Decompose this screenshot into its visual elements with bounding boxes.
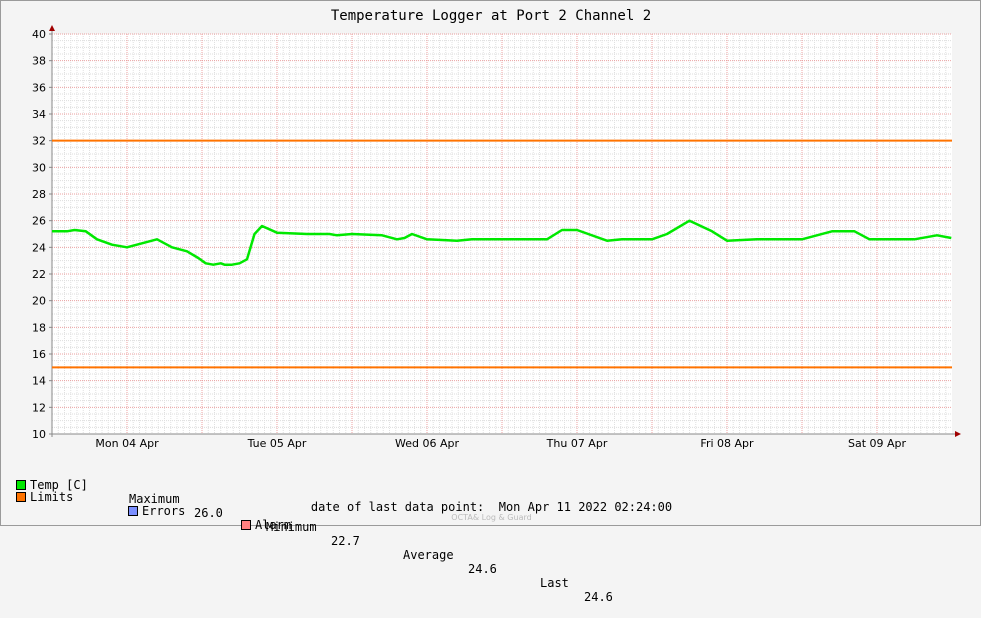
watermark: OCTA& Log & Guard xyxy=(451,513,532,522)
legend-temp-label: Temp [C] xyxy=(30,478,88,492)
legend-errors: Errors xyxy=(128,504,185,518)
x-tick-label: Fri 08 Apr xyxy=(700,437,754,450)
y-tick-label: 40 xyxy=(32,28,46,41)
chart-title: Temperature Logger at Port 2 Channel 2 xyxy=(331,8,651,24)
legend-max-value: 26.0 xyxy=(194,506,223,520)
legend-temp-swatch xyxy=(16,480,26,490)
chart-frame: 10 12 14 16 18 20 22 24 26 28 30 32 34 36 38 40 Mon 04 A… xyxy=(0,0,981,604)
y-tick-label: 26 xyxy=(32,215,46,228)
y-tick-label: 28 xyxy=(32,188,46,201)
legend-errors-swatch xyxy=(128,506,138,516)
last-data-point-label: date of last data point: xyxy=(310,500,485,514)
legend-limits: Limits xyxy=(16,490,73,504)
y-tick-label: 12 xyxy=(32,401,46,414)
x-tick-label: Sat 09 Apr xyxy=(848,437,907,450)
y-tick-label: 18 xyxy=(32,321,46,334)
legend-avg-value: 24.6 xyxy=(468,562,497,576)
temperature-chart: 10 12 14 16 18 20 22 24 26 28 30 32 34 36 38 40 Mon 04 A… xyxy=(32,8,961,450)
temp-series-line xyxy=(52,219,952,266)
last-data-point-value: Mon Apr 11 2022 02:24:00 xyxy=(498,500,673,514)
legend-limits-label: Limits xyxy=(30,490,74,504)
legend-temp: Temp [C] xyxy=(16,478,88,492)
y-tick-label: 10 xyxy=(32,428,46,441)
x-tick-label: Thu 07 Apr xyxy=(546,437,608,450)
legend-min-value: 22.7 xyxy=(331,534,360,548)
y-tick-label: 38 xyxy=(32,55,46,68)
legend-errors-label: Errors xyxy=(142,504,186,518)
y-tick-label: 34 xyxy=(32,108,46,121)
x-tick-label: Wed 06 Apr xyxy=(395,437,459,450)
last-data-point: date of last data point: Mon Apr 11 2022… xyxy=(1,500,981,514)
x-tick-label: Tue 05 Apr xyxy=(247,437,307,450)
y-tick-label: 32 xyxy=(32,135,46,148)
y-tick-label: 24 xyxy=(32,241,46,254)
y-tick-label: 16 xyxy=(32,348,46,361)
legend-max-label: Maximum xyxy=(129,492,180,506)
y-axis-arrow xyxy=(49,25,55,31)
y-tick-label: 30 xyxy=(32,161,46,174)
x-tick-label: Mon 04 Apr xyxy=(95,437,159,450)
legend-last-value: 24.6 xyxy=(584,590,613,604)
y-tick-label: 36 xyxy=(32,81,46,94)
legend-last-label: Last xyxy=(540,576,569,590)
y-tick-label: 22 xyxy=(32,268,46,281)
y-tick-label: 20 xyxy=(32,295,46,308)
y-tick-label: 14 xyxy=(32,375,46,388)
legend-limits-swatch xyxy=(16,492,26,502)
legend-avg-label: Average xyxy=(403,548,454,562)
x-axis-arrow xyxy=(955,431,961,437)
